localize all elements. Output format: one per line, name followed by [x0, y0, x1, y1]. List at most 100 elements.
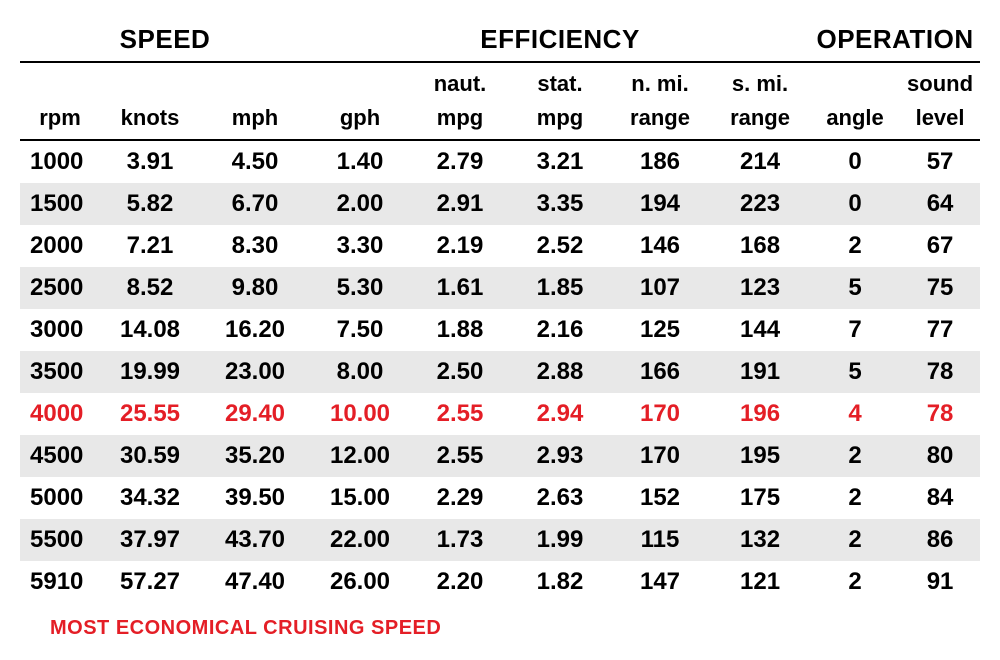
- cell-angle: 7: [810, 309, 900, 351]
- cell-rpm: 1000: [20, 140, 100, 183]
- cell-srng: 223: [710, 183, 810, 225]
- cell-srng: 123: [710, 267, 810, 309]
- cell-angle: 0: [810, 183, 900, 225]
- cell-gph: 7.50: [310, 309, 410, 351]
- cell-nrng: 170: [610, 393, 710, 435]
- cell-smpg: 1.85: [510, 267, 610, 309]
- table-row: 591057.2747.4026.002.201.82147121291: [20, 561, 980, 603]
- footer-note: MOST ECONOMICAL CRUISING SPEED: [20, 603, 980, 640]
- table-row: 400025.5529.4010.002.552.94170196478: [20, 393, 980, 435]
- table-row: 300014.0816.207.501.882.16125144777: [20, 309, 980, 351]
- cell-mph: 43.70: [200, 519, 310, 561]
- blank: [20, 62, 100, 101]
- cell-nmpg: 2.91: [410, 183, 510, 225]
- cell-angle: 2: [810, 225, 900, 267]
- cell-angle: 2: [810, 519, 900, 561]
- subheader-row-1: naut. stat. n. mi. s. mi. sound: [20, 62, 980, 101]
- table-row: 10003.914.501.402.793.21186214057: [20, 140, 980, 183]
- cell-rpm: 2500: [20, 267, 100, 309]
- performance-table: SPEED EFFICIENCY OPERATION naut. stat. n…: [20, 20, 980, 603]
- cell-smpg: 2.52: [510, 225, 610, 267]
- cell-angle: 2: [810, 435, 900, 477]
- table-row: 25008.529.805.301.611.85107123575: [20, 267, 980, 309]
- cell-smpg: 1.99: [510, 519, 610, 561]
- cell-mph: 35.20: [200, 435, 310, 477]
- cell-rpm: 4000: [20, 393, 100, 435]
- cell-gph: 8.00: [310, 351, 410, 393]
- cell-sound: 75: [900, 267, 980, 309]
- cell-knots: 7.21: [100, 225, 200, 267]
- cell-nrng: 194: [610, 183, 710, 225]
- cell-sound: 80: [900, 435, 980, 477]
- header-nmi-top: n. mi.: [610, 62, 710, 101]
- blank: [810, 62, 900, 101]
- cell-gph: 26.00: [310, 561, 410, 603]
- cell-smpg: 2.93: [510, 435, 610, 477]
- cell-sound: 78: [900, 351, 980, 393]
- cell-gph: 2.00: [310, 183, 410, 225]
- cell-gph: 22.00: [310, 519, 410, 561]
- cell-sound: 86: [900, 519, 980, 561]
- cell-sound: 67: [900, 225, 980, 267]
- header-smi-top: s. mi.: [710, 62, 810, 101]
- cell-srng: 144: [710, 309, 810, 351]
- header-rpm: rpm: [20, 101, 100, 140]
- cell-nrng: 125: [610, 309, 710, 351]
- table-body: 10003.914.501.402.793.2118621405715005.8…: [20, 140, 980, 603]
- table-row: 20007.218.303.302.192.52146168267: [20, 225, 980, 267]
- cell-angle: 2: [810, 477, 900, 519]
- cell-nmpg: 1.88: [410, 309, 510, 351]
- cell-knots: 14.08: [100, 309, 200, 351]
- section-operation: OPERATION: [810, 20, 980, 62]
- cell-nrng: 147: [610, 561, 710, 603]
- header-gph: gph: [310, 101, 410, 140]
- cell-angle: 5: [810, 351, 900, 393]
- cell-knots: 19.99: [100, 351, 200, 393]
- cell-gph: 1.40: [310, 140, 410, 183]
- cell-knots: 25.55: [100, 393, 200, 435]
- header-sound-top: sound: [900, 62, 980, 101]
- cell-gph: 3.30: [310, 225, 410, 267]
- cell-nrng: 170: [610, 435, 710, 477]
- cell-rpm: 4500: [20, 435, 100, 477]
- cell-sound: 64: [900, 183, 980, 225]
- cell-nrng: 146: [610, 225, 710, 267]
- section-header-row: SPEED EFFICIENCY OPERATION: [20, 20, 980, 62]
- cell-smpg: 3.35: [510, 183, 610, 225]
- cell-knots: 8.52: [100, 267, 200, 309]
- cell-sound: 77: [900, 309, 980, 351]
- header-naut-top: naut.: [410, 62, 510, 101]
- cell-srng: 196: [710, 393, 810, 435]
- cell-nrng: 152: [610, 477, 710, 519]
- cell-nmpg: 2.20: [410, 561, 510, 603]
- cell-nmpg: 2.55: [410, 393, 510, 435]
- cell-mph: 29.40: [200, 393, 310, 435]
- cell-knots: 57.27: [100, 561, 200, 603]
- cell-smpg: 1.82: [510, 561, 610, 603]
- cell-srng: 132: [710, 519, 810, 561]
- header-stat-bot: mpg: [510, 101, 610, 140]
- table-row: 550037.9743.7022.001.731.99115132286: [20, 519, 980, 561]
- section-speed: SPEED: [20, 20, 310, 62]
- cell-smpg: 2.88: [510, 351, 610, 393]
- blank: [200, 62, 310, 101]
- cell-srng: 175: [710, 477, 810, 519]
- blank: [100, 62, 200, 101]
- header-mph: mph: [200, 101, 310, 140]
- cell-nrng: 166: [610, 351, 710, 393]
- cell-sound: 78: [900, 393, 980, 435]
- cell-angle: 5: [810, 267, 900, 309]
- section-efficiency: EFFICIENCY: [310, 20, 810, 62]
- blank: [310, 62, 410, 101]
- cell-nmpg: 2.55: [410, 435, 510, 477]
- cell-nmpg: 1.73: [410, 519, 510, 561]
- cell-rpm: 1500: [20, 183, 100, 225]
- cell-smpg: 3.21: [510, 140, 610, 183]
- cell-mph: 23.00: [200, 351, 310, 393]
- header-nmi-bot: range: [610, 101, 710, 140]
- subheader-row-2: rpm knots mph gph mpg mpg range range an…: [20, 101, 980, 140]
- cell-nmpg: 2.50: [410, 351, 510, 393]
- cell-rpm: 3000: [20, 309, 100, 351]
- cell-mph: 47.40: [200, 561, 310, 603]
- cell-gph: 10.00: [310, 393, 410, 435]
